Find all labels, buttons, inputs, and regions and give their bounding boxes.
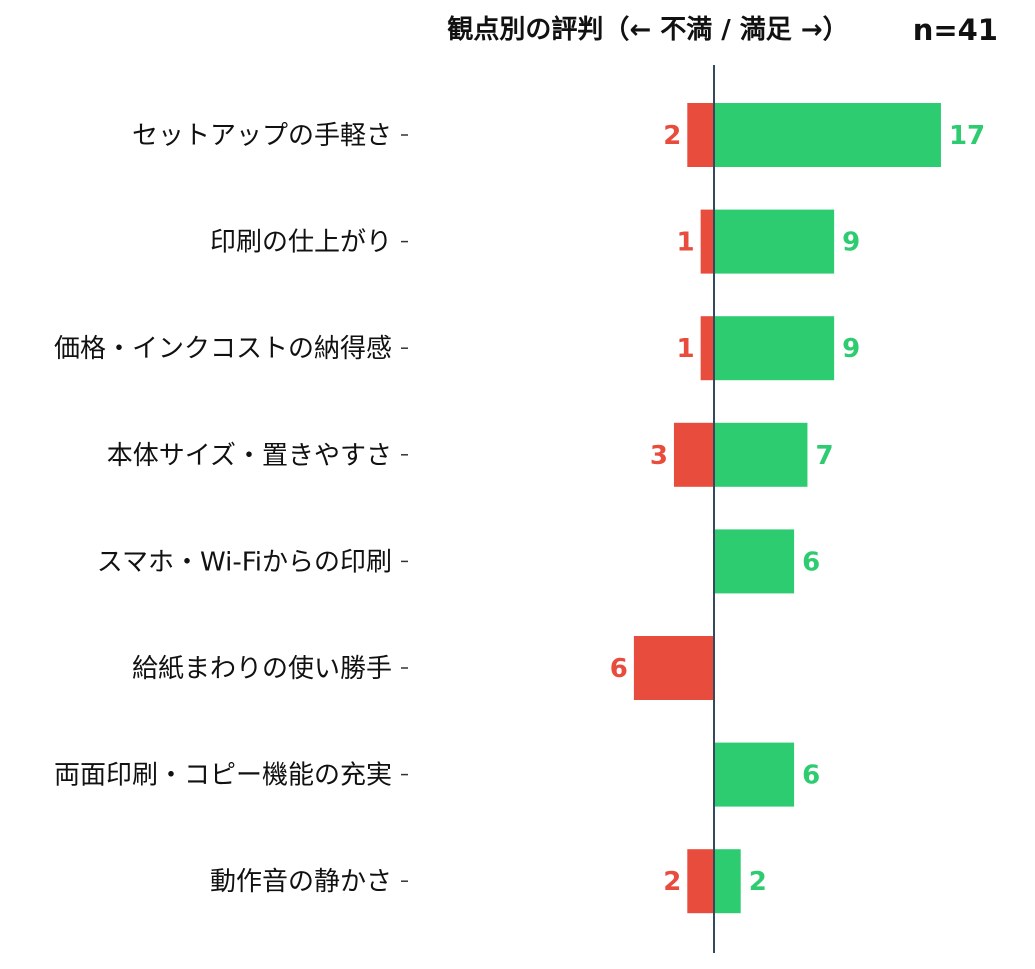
category-label: 価格・インクコストの納得感 bbox=[54, 334, 392, 364]
category-label: セットアップの手軽さ bbox=[132, 121, 392, 151]
category-label: 本体サイズ・置きやすさ bbox=[107, 441, 392, 471]
satisfied-value-label: 7 bbox=[815, 441, 833, 471]
category-label: スマホ・Wi-Fiからの印刷 bbox=[97, 547, 392, 577]
sample-size-label: n=41 bbox=[913, 13, 998, 47]
satisfied-value-label: 2 bbox=[749, 867, 767, 897]
dissatisfied-bar bbox=[700, 209, 714, 274]
category-label: 動作音の静かさ bbox=[210, 867, 392, 897]
satisfied-bar bbox=[714, 742, 795, 807]
labels-group: セットアップの手軽さ 2 17 印刷の仕上がり 1 9 価格・インクコストの納得感 1 9 本体サ… bbox=[54, 121, 985, 897]
dissatisfied-value-label: 1 bbox=[677, 228, 695, 258]
satisfied-value-label: 17 bbox=[949, 121, 985, 151]
category-label: 両面印刷・コピー機能の充実 bbox=[54, 761, 392, 791]
satisfied-bar bbox=[714, 529, 795, 594]
dissatisfied-bar bbox=[687, 103, 714, 167]
chart-title: 観点別の評判（← 不満 / 満足 →） bbox=[447, 14, 848, 45]
dissatisfied-bar bbox=[687, 849, 714, 914]
dissatisfied-bar bbox=[673, 422, 714, 487]
satisfied-value-label: 6 bbox=[802, 547, 820, 577]
dissatisfied-value-label: 2 bbox=[663, 867, 681, 897]
satisfied-bar bbox=[714, 422, 808, 487]
dissatisfied-value-label: 6 bbox=[610, 654, 628, 684]
dissatisfied-bar bbox=[633, 636, 714, 700]
bars-group bbox=[633, 103, 941, 914]
satisfied-value-label: 6 bbox=[802, 761, 820, 791]
dissatisfied-value-label: 3 bbox=[650, 441, 668, 471]
satisfied-bar bbox=[714, 849, 741, 914]
category-label: 印刷の仕上がり bbox=[210, 228, 392, 258]
satisfied-value-label: 9 bbox=[842, 334, 860, 364]
dissatisfied-bar bbox=[700, 316, 714, 381]
satisfied-bar bbox=[714, 316, 835, 381]
satisfied-bar bbox=[714, 209, 835, 274]
category-label: 給紙まわりの使い勝手 bbox=[132, 654, 392, 684]
dissatisfied-value-label: 2 bbox=[663, 121, 681, 151]
dissatisfied-value-label: 1 bbox=[677, 334, 695, 364]
satisfied-value-label: 9 bbox=[842, 228, 860, 258]
satisfied-bar bbox=[714, 103, 941, 167]
